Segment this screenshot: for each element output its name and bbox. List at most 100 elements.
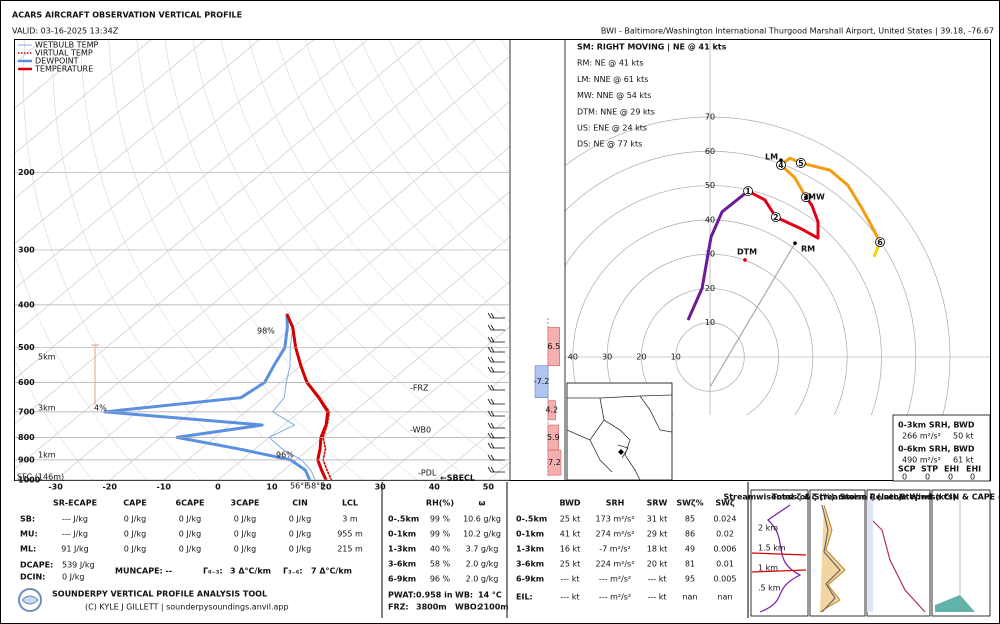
- storm-motion: [793, 241, 797, 245]
- ring-label: 20: [636, 353, 646, 362]
- panel-area: [935, 595, 975, 612]
- table-cell: 0 J/kg: [179, 530, 201, 539]
- table-cell: 0 J/kg: [179, 515, 201, 524]
- panel-title: Storm Relative Wind (kts): [840, 493, 957, 502]
- table-cell: 31 kt: [647, 515, 668, 524]
- table-cell: 49: [685, 545, 695, 554]
- table-cell: 0 J/kg: [234, 545, 256, 554]
- shear-vector: [709, 242, 796, 388]
- table-cell: --- J/kg: [62, 515, 88, 524]
- panel-frame: [809, 489, 866, 617]
- lapse-rate-label: 7.2: [548, 458, 561, 467]
- table-cell: 85: [685, 515, 695, 524]
- table-cell: 0.005: [714, 575, 737, 584]
- row-label: ML:: [20, 545, 36, 554]
- srh-label: 0-3km SRH, BWD: [898, 421, 975, 430]
- annotation: 5km: [38, 353, 56, 362]
- table-cell: 0.006: [714, 545, 737, 554]
- x-tick-label: 40: [429, 483, 441, 492]
- hodo-summary: DS: NE @ 77 kts: [577, 140, 642, 149]
- hodo-ring: [572, 219, 848, 415]
- srh-box: [892, 414, 991, 482]
- moisture-footer: WBO:: [455, 603, 480, 612]
- row-label: 0-.5km: [516, 515, 547, 524]
- isotherm: [15, 40, 314, 289]
- dry-adiabat: [360, 40, 510, 249]
- moisture-footer: PWAT:: [388, 591, 416, 600]
- index-label: EHI: [944, 465, 959, 474]
- dcape-marker: [91, 344, 99, 405]
- table-cell: --- J/kg: [62, 530, 88, 539]
- thermo-extra: MUNCAPE: --: [115, 567, 172, 576]
- annotation: SFC (146m): [17, 473, 64, 482]
- storm-motion-label: RM: [801, 245, 815, 254]
- y-tick-label: 900: [18, 455, 35, 464]
- hodo-trace: [747, 189, 820, 240]
- table-header: SWζ: [715, 499, 735, 508]
- table-cell: 96 %: [430, 575, 451, 584]
- thermo-extra: 0 J/kg: [62, 573, 84, 582]
- isotherm: [15, 40, 151, 154]
- table-cell: 3.7 g/kg: [466, 545, 499, 554]
- hodo-ring: [565, 185, 882, 415]
- table-cell: -7 m²/s²: [599, 545, 631, 554]
- height-marker-label: 2: [773, 213, 779, 222]
- annotation: ←SBECL: [440, 474, 475, 483]
- hodo-summary: LM: NNE @ 61 kts: [577, 75, 648, 84]
- annotation: 98%: [257, 327, 275, 336]
- index-label: STP: [921, 465, 938, 474]
- dry-adiabat: [108, 40, 364, 480]
- thermo-extra: 7 Δ°C/km: [311, 567, 352, 576]
- table-cell: 2.0 g/kg: [466, 575, 499, 584]
- table-cell: 20 kt: [647, 560, 668, 569]
- x-tick-label: 10: [266, 483, 278, 492]
- dry-adiabat: [332, 40, 510, 286]
- y-tick-label: 600: [18, 378, 35, 387]
- panel-curve: [759, 504, 802, 613]
- bwd-value: 50 kt: [953, 432, 974, 441]
- row-label: 0-.5km: [388, 515, 419, 524]
- storm-motion-label: MW: [808, 193, 825, 202]
- storm-motion: [779, 158, 783, 162]
- x-tick-label: 30: [375, 483, 387, 492]
- footer-credit: (C) KYLE J GILLETT | sounderpysoundings.…: [85, 603, 289, 612]
- storm-motion: [743, 258, 747, 262]
- table-header: ω: [479, 499, 486, 508]
- isotherm: [15, 40, 206, 199]
- isotherm: [15, 55, 510, 470]
- table-cell: --- kt: [561, 575, 580, 584]
- panel-title: Total ζ & Streamwise ζ (/sec): [772, 493, 902, 502]
- table-cell: 224 m²/s²: [596, 560, 635, 569]
- dry-adiabat: [164, 40, 472, 480]
- table-cell: 0 J/kg: [124, 515, 146, 524]
- ring-label: 60: [705, 147, 715, 156]
- thermo-extra: DCAPE:: [20, 561, 53, 570]
- row-label: 1-3km: [516, 545, 544, 554]
- height-marker: [795, 158, 806, 168]
- dry-adiabat: [276, 40, 510, 359]
- table-cell: 18 kt: [647, 545, 668, 554]
- table-cell: --- kt: [648, 593, 667, 602]
- table-cell: --- m²/s²: [599, 593, 631, 602]
- panel-curve: [821, 504, 841, 613]
- table-header: 6CAPE: [176, 499, 205, 508]
- map-inset: [566, 382, 673, 481]
- thermo-extra: DCIN:: [20, 573, 45, 582]
- plot-frame: [14, 39, 991, 481]
- row-label: MU:: [20, 530, 38, 539]
- annotation: -FRZ: [410, 384, 429, 393]
- y-tick-label: 700: [18, 407, 35, 416]
- moisture-footer: 0.958 in: [416, 591, 453, 600]
- dry-adiabat: [444, 40, 510, 135]
- table-cell: 0 J/kg: [124, 545, 146, 554]
- isotherm: [15, 40, 422, 379]
- table-cell: 81: [685, 560, 695, 569]
- hodo-trace: [686, 189, 749, 321]
- panel-height-label: 1 km: [758, 564, 778, 573]
- ring-label: 30: [705, 250, 715, 259]
- table-cell: nan: [682, 593, 697, 602]
- height-marker: [875, 237, 885, 248]
- hodograph-plot: 1010202030304040505060607070123456RMLMMW…: [565, 40, 990, 415]
- hodo-trace: [779, 156, 882, 243]
